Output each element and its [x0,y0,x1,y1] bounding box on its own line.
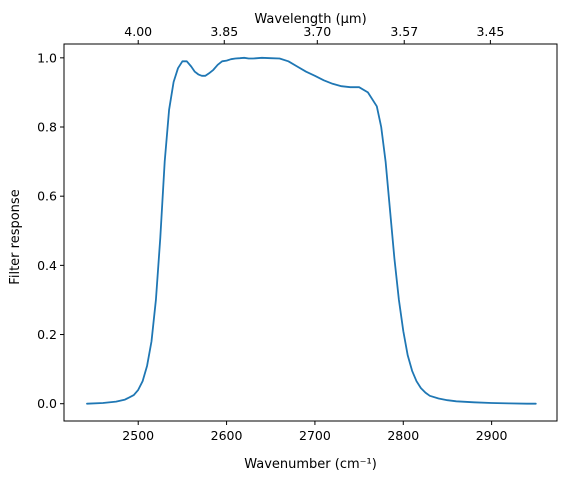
top-axis-title: Wavelength (μm) [254,12,366,27]
top-tick-label: 4.00 [124,24,152,39]
top-tick-label: 3.70 [303,24,331,39]
filter-response-line [86,56,537,405]
y-tick-label: 0.4 [37,258,57,273]
series-layer [86,56,537,405]
top-tick-label: 3.45 [476,24,504,39]
y-axis-title: Filter response [8,189,23,284]
x-tick-label: 2500 [122,428,154,443]
y-tick-label: 0.2 [37,327,57,342]
x-tick-label: 2600 [211,428,243,443]
y-axis: 0.0 0.2 0.4 0.6 0.8 1.0 [37,50,64,411]
y-tick-label: 0.8 [37,120,57,135]
y-tick-label: 0.0 [37,396,57,411]
top-tick-label: 3.85 [210,24,238,39]
y-tick-label: 1.0 [37,50,57,65]
x-tick-label: 2700 [299,428,331,443]
top-x-axis: 4.00 3.85 3.70 3.57 3.45 [124,24,504,44]
y-tick-label: 0.6 [37,189,57,204]
x-tick-label: 2900 [476,428,508,443]
x-axis-title: Wavenumber (cm⁻¹) [244,457,377,472]
x-tick-label: 2800 [387,428,419,443]
top-tick-label: 3.57 [390,24,418,39]
bottom-x-axis: 2500 2600 2700 2800 2900 [122,421,508,443]
plot-frame [63,43,558,422]
